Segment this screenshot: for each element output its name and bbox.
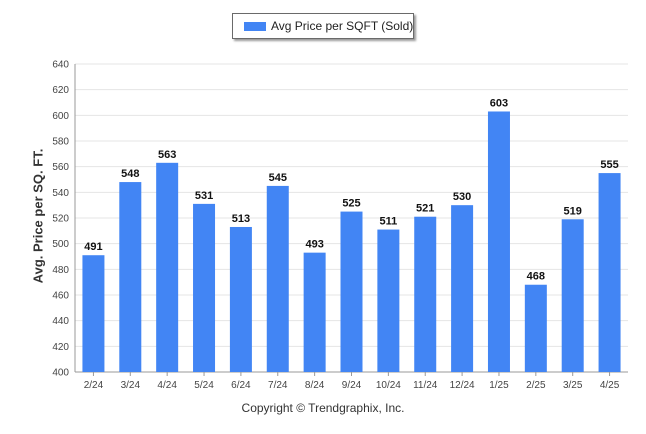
bar-11/24 <box>414 216 437 372</box>
data-label-9/24: 525 <box>342 198 360 210</box>
bar-4/24 <box>156 162 179 372</box>
legend-swatch <box>244 22 266 31</box>
data-label-5/24: 531 <box>195 190 213 202</box>
data-label-4/25: 555 <box>600 159 618 171</box>
bar-1/25 <box>487 111 510 372</box>
data-label-4/24: 563 <box>158 149 176 161</box>
legend: Avg Price per SQFT (Sold) <box>232 13 414 39</box>
y-tick-label-440: 440 <box>52 316 69 327</box>
bar-6/24 <box>229 226 252 372</box>
x-tick-label-2/25: 2/25 <box>526 380 546 391</box>
data-label-7/24: 545 <box>269 172 287 184</box>
y-tick-label-400: 400 <box>52 368 69 379</box>
data-label-1/25: 603 <box>490 97 508 109</box>
y-tick-label-500: 500 <box>52 239 69 250</box>
x-tick-label-8/24: 8/24 <box>305 380 325 391</box>
bar-3/24 <box>119 182 142 372</box>
x-tick-label-5/24: 5/24 <box>194 380 214 391</box>
bar-7/24 <box>266 185 289 372</box>
bar-3/25 <box>561 219 584 372</box>
bar-2/25 <box>524 284 547 372</box>
data-label-3/25: 519 <box>564 205 582 217</box>
bar-12/24 <box>451 205 474 372</box>
x-tick-label-3/25: 3/25 <box>563 380 583 391</box>
bar-4/25 <box>598 173 621 372</box>
y-tick-label-540: 540 <box>52 188 69 199</box>
y-tick-label-460: 460 <box>52 291 69 302</box>
data-label-12/24: 530 <box>453 191 471 203</box>
bar-8/24 <box>303 252 326 372</box>
bar-5/24 <box>193 203 216 372</box>
x-tick-label-9/24: 9/24 <box>342 380 362 391</box>
x-tick-label-10/24: 10/24 <box>376 380 401 391</box>
x-tick-label-7/24: 7/24 <box>268 380 288 391</box>
x-tick-label-2/24: 2/24 <box>84 380 104 391</box>
x-tick-label-6/24: 6/24 <box>231 380 251 391</box>
data-label-6/24: 513 <box>232 213 250 225</box>
data-label-11/24: 521 <box>416 203 434 215</box>
y-tick-label-620: 620 <box>52 85 69 96</box>
x-tick-label-4/25: 4/25 <box>600 380 620 391</box>
y-tick-label-600: 600 <box>52 111 69 122</box>
x-tick-label-4/24: 4/24 <box>157 380 177 391</box>
x-tick-label-3/24: 3/24 <box>121 380 141 391</box>
x-tick-label-11/24: 11/24 <box>413 380 438 391</box>
legend-label: Avg Price per SQFT (Sold) <box>271 19 414 33</box>
data-label-8/24: 493 <box>305 239 323 251</box>
y-tick-label-640: 640 <box>52 60 69 71</box>
copyright-text: Copyright © Trendgraphix, Inc. <box>241 401 405 415</box>
data-label-10/24: 511 <box>379 216 397 228</box>
data-label-2/24: 491 <box>84 241 102 253</box>
data-label-3/24: 548 <box>121 168 139 180</box>
bar-2/24 <box>82 255 105 372</box>
bar-10/24 <box>377 229 400 372</box>
x-tick-label-12/24: 12/24 <box>450 380 475 391</box>
y-tick-label-520: 520 <box>52 214 69 225</box>
data-label-2/25: 468 <box>527 271 545 283</box>
x-tick-label-1/25: 1/25 <box>489 380 509 391</box>
y-tick-label-420: 420 <box>52 342 69 353</box>
y-tick-label-560: 560 <box>52 162 69 173</box>
bar-9/24 <box>340 211 363 372</box>
y-tick-label-580: 580 <box>52 137 69 148</box>
y-tick-label-480: 480 <box>52 265 69 276</box>
